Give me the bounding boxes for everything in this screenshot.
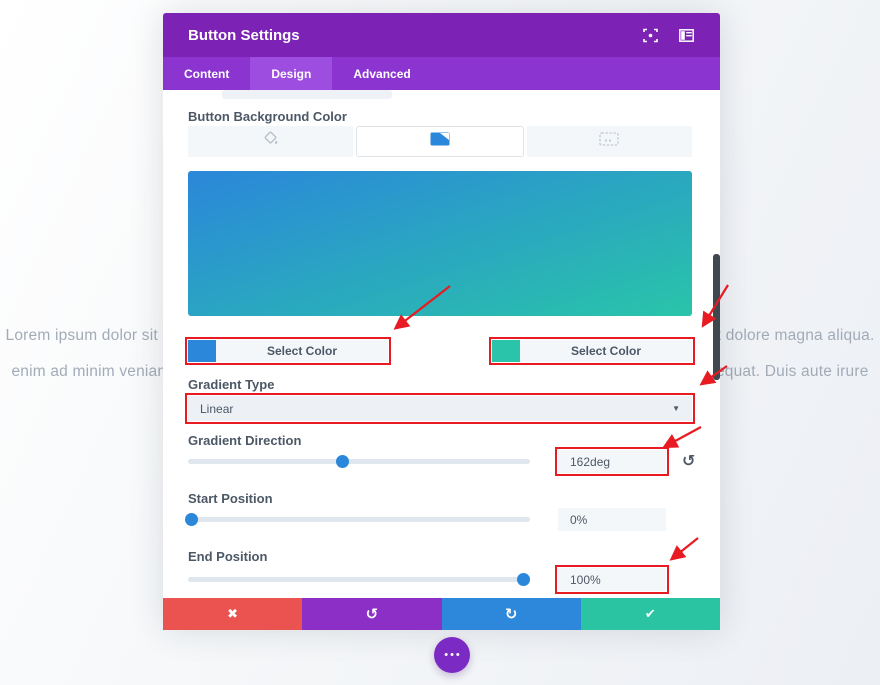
redo-icon: ↻ xyxy=(504,606,518,623)
scrolled-control-peek xyxy=(222,90,392,99)
background-fill-tab[interactable] xyxy=(188,126,354,157)
start-position-slider-thumb[interactable] xyxy=(185,513,199,526)
gradient-preview xyxy=(188,171,692,316)
expand-focus-icon[interactable] xyxy=(642,27,658,43)
save-button[interactable]: ✔ xyxy=(580,598,720,630)
cancel-button[interactable]: ✖ xyxy=(163,598,303,630)
start-position-row: 0% xyxy=(185,508,692,532)
gradient-direction-row: 162deg ↺ xyxy=(188,447,696,476)
background-gradient-tab[interactable] xyxy=(356,126,524,157)
background-type-tabs xyxy=(188,126,692,157)
gradient-end-color-button[interactable]: Select Color xyxy=(489,337,695,365)
gradient-direction-input[interactable]: 162deg xyxy=(555,447,669,476)
gradient-type-value: Linear xyxy=(200,401,234,416)
start-color-swatch[interactable] xyxy=(188,340,216,362)
close-icon: ✖ xyxy=(227,606,239,621)
start-position-input[interactable]: 0% xyxy=(558,508,666,531)
gradient-direction-label: Gradient Direction xyxy=(188,433,302,448)
panel-layout-icon[interactable] xyxy=(678,27,694,43)
start-position-slider[interactable] xyxy=(185,513,530,526)
start-position-label: Start Position xyxy=(188,491,273,506)
undo-button[interactable]: ↺ xyxy=(302,598,442,630)
end-position-input[interactable]: 100% xyxy=(555,565,669,594)
modal-body: Button Background Color xyxy=(163,90,720,598)
gradient-type-label: Gradient Type xyxy=(188,377,275,392)
end-color-button-label: Select Color xyxy=(520,340,692,362)
reset-icon[interactable]: ↺ xyxy=(682,453,696,470)
end-position-slider[interactable] xyxy=(188,573,531,586)
gradient-direction-slider-thumb[interactable] xyxy=(335,455,349,468)
check-icon: ✔ xyxy=(644,606,656,621)
tab-advanced[interactable]: Advanced xyxy=(353,66,411,81)
end-color-swatch[interactable] xyxy=(492,340,520,362)
tab-design[interactable]: Design xyxy=(250,57,333,90)
end-position-row: 100% xyxy=(188,565,692,594)
end-position-label: End Position xyxy=(188,549,268,564)
start-color-button-label: Select Color xyxy=(216,340,388,362)
scrollbar-thumb[interactable] xyxy=(713,254,720,380)
redo-button[interactable]: ↻ xyxy=(441,598,581,630)
modal-footer: ✖ ↺ ↻ ✔ xyxy=(163,598,720,630)
gradient-start-color-button[interactable]: Select Color xyxy=(185,337,391,365)
more-options-button[interactable]: ••• xyxy=(434,637,470,673)
chevron-down-icon: ▼ xyxy=(672,404,680,413)
modal-header: Button Settings xyxy=(163,13,720,57)
gradient-icon xyxy=(430,132,450,151)
modal-tabbar: Content Design Advanced xyxy=(163,57,720,90)
button-settings-modal: Button Settings xyxy=(163,13,720,630)
modal-title: Button Settings xyxy=(188,26,300,44)
gradient-type-select[interactable]: Linear ▼ xyxy=(185,393,695,424)
button-background-color-label: Button Background Color xyxy=(188,109,347,124)
image-icon xyxy=(599,132,619,151)
tab-content[interactable]: Content xyxy=(184,66,230,81)
gradient-direction-slider[interactable] xyxy=(188,455,530,468)
background-image-tab[interactable] xyxy=(526,126,692,157)
gradient-color-row: Select Color Select Color xyxy=(185,337,695,365)
modal-header-icons xyxy=(642,27,694,43)
ellipsis-icon: ••• xyxy=(444,649,462,661)
paint-bucket-icon xyxy=(262,131,280,152)
undo-icon: ↺ xyxy=(365,606,379,623)
end-position-slider-thumb[interactable] xyxy=(517,573,531,586)
